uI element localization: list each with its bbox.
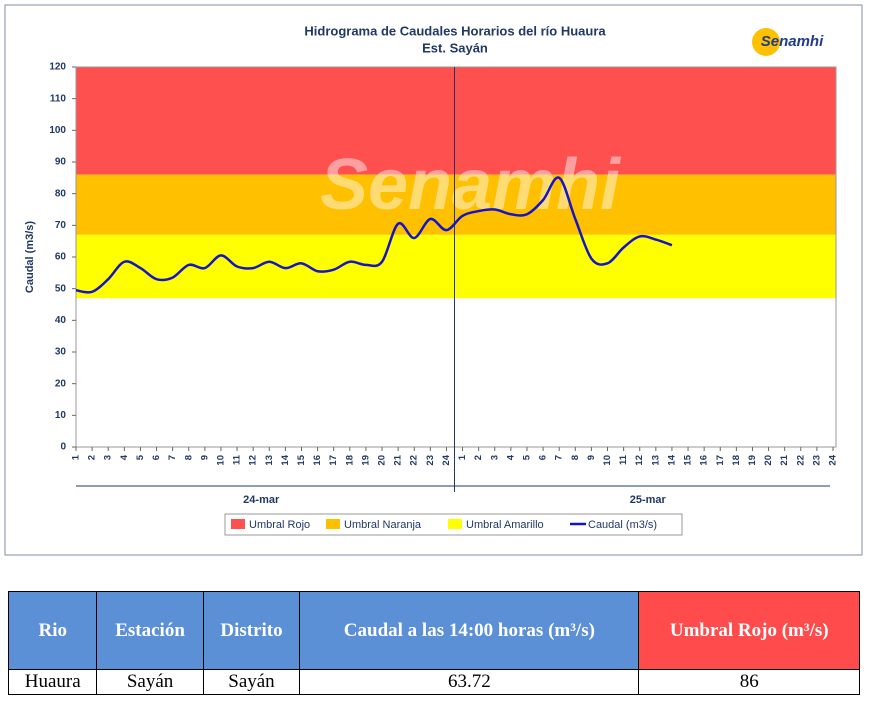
x-tick-label: 7: [167, 455, 178, 460]
x-tick-label: 6: [151, 455, 162, 460]
chart-title: Hidrograma de Caudales Horarios del río …: [304, 23, 606, 38]
x-tick-label: 15: [296, 454, 307, 465]
table-header: Umbral Rojo (m³/s): [638, 591, 860, 670]
y-tick-label: 40: [55, 315, 67, 326]
series-line: [75, 176, 673, 294]
y-tick-label: 100: [49, 125, 66, 136]
x-tick-label: 23: [425, 455, 436, 466]
table-header: Estación: [96, 591, 204, 670]
y-tick-label: 110: [50, 93, 67, 104]
logo-sun: [752, 28, 780, 56]
x-tick-label: 18: [344, 455, 355, 466]
x-tick-label: 20: [377, 455, 388, 466]
x-tick-label: 11: [618, 454, 629, 465]
x-tick-label: 6: [538, 455, 549, 460]
y-tick-label: 20: [55, 378, 67, 389]
x-tick-label: 5: [521, 454, 532, 460]
table-cell: 86: [638, 669, 860, 695]
x-tick-label: 2: [473, 455, 484, 460]
legend-label: Caudal (m3/s): [588, 519, 657, 531]
x-tick-label: 17: [328, 455, 339, 466]
legend-swatch: [326, 519, 340, 529]
y-tick-label: 50: [55, 283, 67, 294]
table-cell: Huaura: [7, 669, 98, 695]
y-tick-label: 60: [55, 252, 67, 263]
x-tick-label: 15: [683, 454, 694, 465]
x-tick-label: 2: [87, 455, 98, 460]
legend-label: Umbral Rojo: [249, 519, 310, 531]
x-tick-label: 10: [602, 455, 613, 466]
x-tick-label: 8: [570, 455, 581, 460]
legend-label: Umbral Amarillo: [466, 519, 544, 531]
table-cell: Sayán: [96, 669, 204, 695]
y-tick-label: 80: [55, 188, 67, 199]
legend-swatch: [448, 519, 462, 529]
x-tick-label: 1: [457, 454, 468, 460]
x-tick-label: 23: [811, 455, 822, 466]
y-tick-label: 30: [55, 347, 67, 358]
y-tick-label: 120: [49, 62, 66, 73]
x-tick-label: 21: [393, 454, 404, 465]
x-tick-label: 22: [795, 455, 806, 466]
y-tick-label: 10: [55, 410, 67, 421]
x-tick-label: 16: [312, 455, 323, 466]
x-tick-label: 22: [409, 455, 420, 466]
chart-subtitle: Est. Sayán: [422, 40, 488, 55]
x-tick-label: 3: [489, 455, 500, 460]
x-tick-label: 19: [747, 455, 758, 466]
legend-label: Umbral Naranja: [344, 519, 422, 531]
x-tick-label: 9: [199, 455, 210, 460]
x-tick-label: 24: [441, 454, 452, 465]
x-tick-label: 20: [763, 455, 774, 466]
x-tick-label: 18: [731, 455, 742, 466]
x-tick-label: 8: [183, 455, 194, 460]
x-tick-label: 3: [103, 455, 114, 460]
x-tick-label: 13: [650, 455, 661, 466]
x-tick-label: 12: [248, 455, 259, 466]
threshold-band: [76, 67, 836, 175]
x-tick-label: 11: [232, 454, 243, 465]
y-axis-label: Caudal (m3/s): [24, 221, 36, 293]
group-label: 25-mar: [630, 494, 667, 506]
threshold-band: [76, 234, 836, 299]
x-tick-label: 4: [505, 454, 516, 460]
x-tick-label: 13: [264, 455, 275, 466]
x-tick-label: 16: [699, 455, 710, 466]
table-header: Caudal a las 14:00 horas (m³/s): [299, 591, 640, 670]
threshold-band: [76, 174, 836, 235]
x-tick-label: 21: [779, 454, 790, 465]
x-tick-label: 10: [215, 455, 226, 466]
y-tick-label: 0: [60, 442, 66, 453]
x-tick-label: 24: [828, 454, 839, 465]
data-table: Rio Estación Distrito Caudal a las 14:00…: [7, 591, 860, 695]
x-tick-label: 14: [666, 454, 677, 465]
x-tick-label: 7: [554, 455, 565, 460]
x-tick-label: 9: [586, 455, 597, 460]
x-tick-label: 4: [119, 454, 130, 460]
group-label: 24-mar: [243, 494, 280, 506]
y-tick-label: 70: [55, 220, 67, 231]
table-header: Distrito: [202, 591, 301, 670]
x-tick-label: 12: [634, 455, 645, 466]
x-tick-label: 19: [360, 455, 371, 466]
logo: Senamhi: [761, 33, 824, 50]
y-tick-label: 90: [55, 157, 67, 168]
legend-swatch: [231, 519, 245, 529]
x-tick-label: 5: [135, 454, 146, 460]
legend: Umbral Rojo Umbral Naranja Umbral Amarillo…: [224, 513, 683, 536]
table-cell: 63.72: [299, 669, 640, 695]
table-header: Rio: [7, 591, 98, 670]
x-tick-label: 1: [71, 454, 82, 460]
x-tick-label: 14: [280, 454, 291, 465]
chart: Hidrograma de Caudales Horarios del río …: [4, 4, 863, 556]
table-cell: Sayán: [202, 669, 301, 695]
x-tick-label: 17: [715, 455, 726, 466]
